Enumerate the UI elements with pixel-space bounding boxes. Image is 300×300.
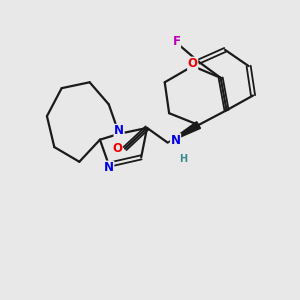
Polygon shape (168, 122, 200, 142)
Text: N: N (104, 161, 114, 174)
Text: F: F (172, 35, 181, 48)
Text: H: H (179, 154, 188, 164)
Text: O: O (112, 142, 122, 155)
Text: N: N (171, 134, 181, 147)
Text: O: O (188, 57, 198, 70)
Text: N: N (114, 124, 124, 137)
